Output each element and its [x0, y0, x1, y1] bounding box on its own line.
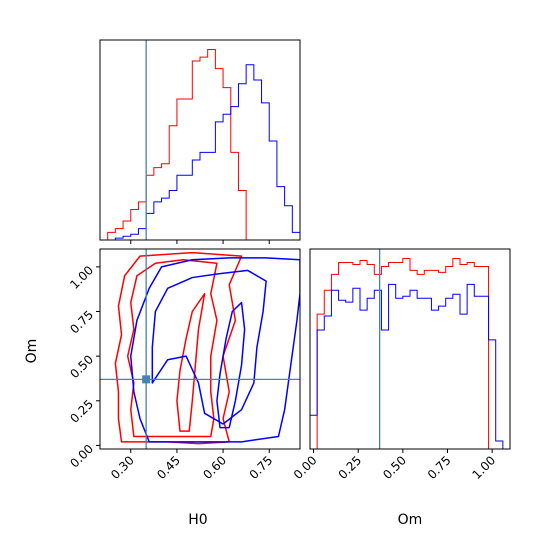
- om-hist-x-tick-label-1: 0.25: [336, 453, 365, 482]
- om-hist-x-tick-label-2: 0.50: [380, 453, 409, 482]
- contour-frame: [99, 248, 301, 450]
- om-hist-series-a-line: [310, 258, 510, 449]
- contour-series-b-level-3: [216, 301, 246, 429]
- h0-histogram-frame: [99, 39, 301, 241]
- h0-histogram-lines: [100, 40, 300, 240]
- om-histogram-frame: [309, 248, 511, 450]
- om-hist-x-tick-label-4: 1.00: [469, 453, 498, 482]
- truth-marker: [142, 375, 151, 384]
- panel-h0-histogram: [99, 39, 301, 244]
- contour-series-a-level-1: [114, 251, 243, 445]
- panel-om-histogram: 0.00 0.25 0.50 0.75 1.00: [291, 248, 511, 482]
- contour-series-a-level-3: [176, 292, 206, 432]
- x-axis-label-h0: H0: [188, 512, 207, 528]
- contour-y-tick-label-2: 0.50: [67, 352, 96, 381]
- contour-lines: [100, 249, 300, 449]
- contour-x-tick-label-1: 0.45: [154, 453, 183, 482]
- y-axis-label-om: Om: [24, 339, 40, 364]
- contour-y-tick-label-0: 0.00: [67, 442, 96, 471]
- contour-y-tick-label-4: 1.00: [67, 263, 96, 292]
- contour-series-b-level-2: [151, 269, 267, 425]
- contour-y-tick-label-1: 0.25: [67, 397, 96, 426]
- h0-hist-series-a-line: [100, 49, 300, 240]
- contour-y-tick-label-3: 0.75: [67, 308, 96, 337]
- om-histogram-lines: [310, 249, 510, 449]
- h0-hist-series-b-line: [100, 64, 300, 240]
- x-axis-label-om: Om: [398, 512, 423, 528]
- om-hist-x-tick-label-0: 0.00: [291, 453, 320, 482]
- om-hist-x-tick-label-3: 0.75: [425, 453, 454, 482]
- om-histogram-ticks: 0.00 0.25 0.50 0.75 1.00: [291, 449, 498, 482]
- contour-x-tick-label-2: 0.60: [200, 453, 229, 482]
- h0-histogram-ticks: [130, 240, 270, 244]
- contour-x-tick-label-0: 0.30: [108, 453, 137, 482]
- contour-x-tick-label-3: 0.75: [247, 453, 276, 482]
- panel-h0-om-contours: 0.30 0.45 0.60 0.75 0.00 0.25 0.50 0.75 1.00: [67, 248, 301, 482]
- om-hist-series-b-line: [310, 283, 510, 449]
- contour-series-b-level-1: [130, 257, 300, 443]
- contour-series-a-level-2: [126, 258, 218, 438]
